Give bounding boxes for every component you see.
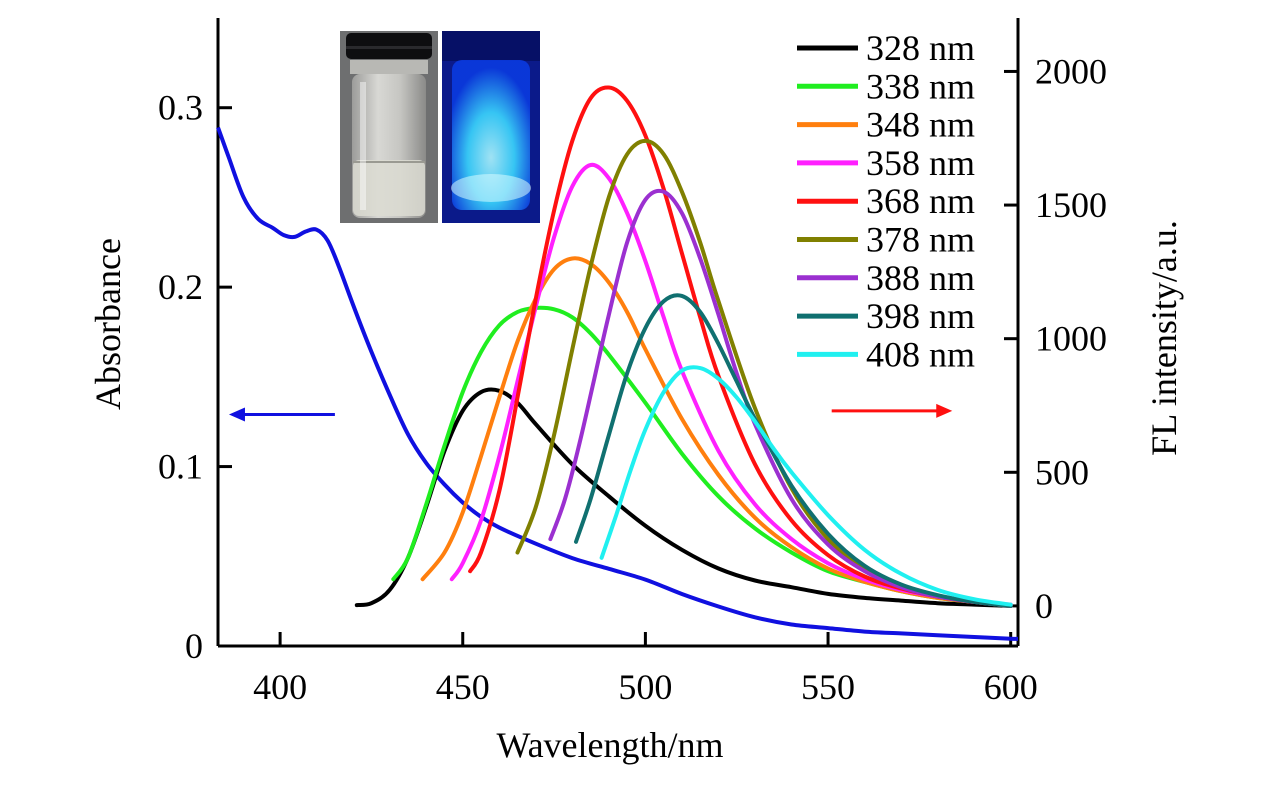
x-axis-ticks: 400 450 500 550 600 <box>253 632 1038 707</box>
absorbance-arrowhead <box>228 407 245 422</box>
y-right-axis-ticks: 0 500 1000 1500 2000 <box>1004 51 1107 626</box>
plot-frame <box>216 18 1020 648</box>
legend-label: 408 nm <box>866 334 975 374</box>
legend-label: 388 nm <box>866 258 975 298</box>
y-left-tick-label: 0.2 <box>158 267 203 307</box>
legend-label: 348 nm <box>866 105 975 145</box>
x-axis-title: Wavelength/nm <box>496 725 723 765</box>
legend-label: 358 nm <box>866 143 975 183</box>
y-right-tick-label: 1500 <box>1035 185 1107 225</box>
legend-label: 338 nm <box>866 66 975 106</box>
fl-series-line <box>599 365 1013 607</box>
y-right-tick-label: 500 <box>1035 452 1089 492</box>
x-tick-label: 550 <box>801 667 855 707</box>
y-left-tick-label: 0.1 <box>158 447 203 487</box>
y-right-tick-label: 1000 <box>1035 319 1107 359</box>
y-left-tick-label: 0 <box>185 626 203 666</box>
y-right-axis-title: FL intensity/a.u. <box>1144 220 1184 456</box>
legend-label: 378 nm <box>866 220 975 260</box>
fl-series-line <box>548 188 1013 608</box>
y-right-tick-label: 0 <box>1035 586 1053 626</box>
y-left-tick-label: 0.3 <box>158 88 203 128</box>
axis-arrows <box>228 403 953 422</box>
x-tick-label: 400 <box>253 667 307 707</box>
absorbance-layer <box>216 126 1019 641</box>
x-tick-label: 500 <box>618 667 672 707</box>
legend-label: 368 nm <box>866 181 975 221</box>
fl-arrowhead <box>936 403 953 418</box>
fl-series-line <box>574 293 1013 608</box>
y-right-tick-label: 2000 <box>1035 51 1107 91</box>
legend-label: 328 nm <box>866 28 975 68</box>
fl-series-line <box>420 256 1013 608</box>
vial-ambient-photo <box>340 31 438 223</box>
fl-series-line <box>468 85 1013 608</box>
y-left-axis-ticks: 0 0.1 0.2 0.3 <box>158 88 232 666</box>
absorbance-line <box>216 126 1019 641</box>
y-left-axis-title: Absorbance <box>88 238 128 410</box>
x-tick-label: 450 <box>436 667 490 707</box>
legend-label: 398 nm <box>866 296 975 336</box>
fl-series-line <box>449 162 1013 607</box>
fl-spectra-layer <box>354 85 1013 608</box>
x-tick-label: 600 <box>984 667 1038 707</box>
vial-uv-photo <box>442 31 540 223</box>
inset-photos <box>340 31 540 223</box>
